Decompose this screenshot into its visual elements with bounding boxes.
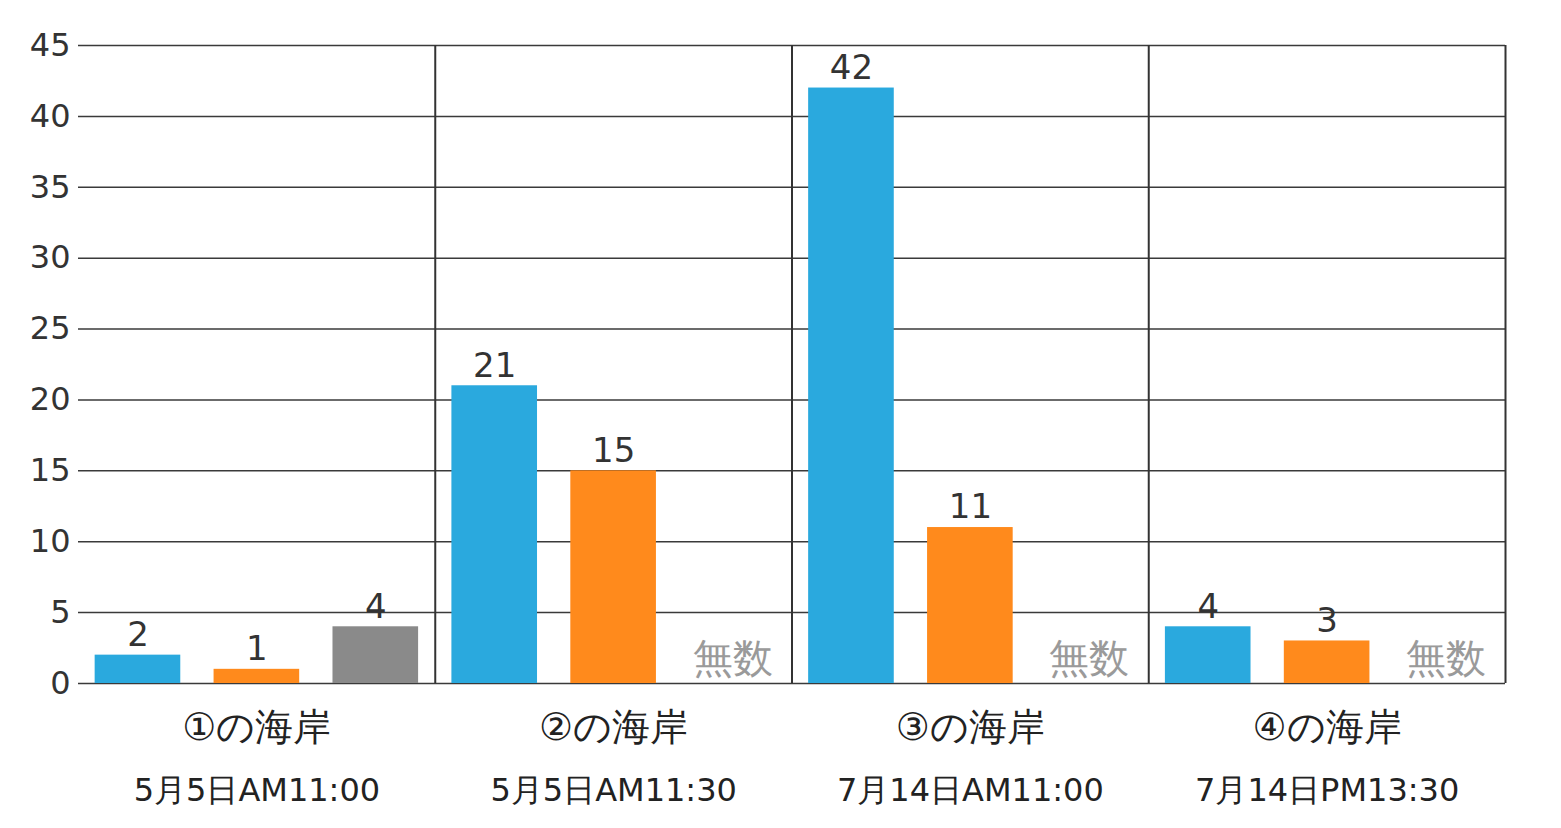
svg-text:①の海岸: ①の海岸 xyxy=(182,705,331,749)
svg-text:45: 45 xyxy=(30,26,71,64)
svg-text:2: 2 xyxy=(127,614,149,654)
svg-text:30: 30 xyxy=(30,238,71,276)
svg-text:無数: 無数 xyxy=(1049,635,1129,681)
svg-text:5: 5 xyxy=(50,593,70,631)
svg-text:0: 0 xyxy=(50,664,70,702)
svg-text:5月5日AM11:00: 5月5日AM11:00 xyxy=(134,771,380,809)
svg-text:15: 15 xyxy=(592,430,635,470)
svg-text:20: 20 xyxy=(30,380,71,418)
svg-text:21: 21 xyxy=(473,345,516,385)
svg-text:無数: 無数 xyxy=(693,635,773,681)
svg-text:35: 35 xyxy=(30,168,71,206)
svg-text:40: 40 xyxy=(30,97,71,135)
svg-text:11: 11 xyxy=(949,486,992,526)
svg-text:③の海岸: ③の海岸 xyxy=(896,705,1045,749)
svg-text:④の海岸: ④の海岸 xyxy=(1253,705,1402,749)
svg-text:42: 42 xyxy=(830,47,873,87)
svg-text:15: 15 xyxy=(30,451,71,489)
svg-text:4: 4 xyxy=(1197,586,1219,626)
svg-text:7月14日PM13:30: 7月14日PM13:30 xyxy=(1195,771,1459,809)
svg-text:②の海岸: ②の海岸 xyxy=(539,705,688,749)
svg-text:無数: 無数 xyxy=(1406,635,1486,681)
svg-text:10: 10 xyxy=(30,522,71,560)
svg-text:5月5日AM11:30: 5月5日AM11:30 xyxy=(490,771,736,809)
svg-text:1: 1 xyxy=(246,628,268,668)
svg-text:3: 3 xyxy=(1316,600,1338,640)
svg-text:25: 25 xyxy=(30,309,71,347)
svg-text:7月14日AM11:00: 7月14日AM11:00 xyxy=(837,771,1104,809)
svg-text:4: 4 xyxy=(365,586,387,626)
